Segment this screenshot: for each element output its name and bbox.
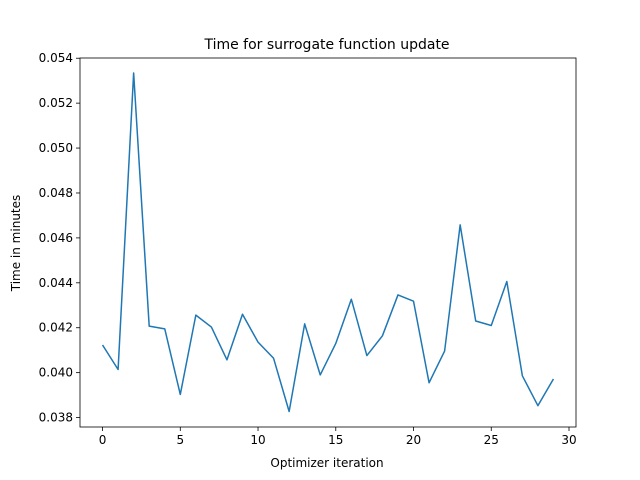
- x-tick-label: 20: [406, 433, 421, 447]
- x-tick-label: 0: [99, 433, 107, 447]
- y-tick-label: 0.044: [39, 276, 73, 290]
- y-tick-label: 0.050: [39, 141, 73, 155]
- y-tick-label: 0.038: [39, 411, 73, 425]
- y-tick-label: 0.046: [39, 231, 73, 245]
- y-tick-label: 0.048: [39, 186, 73, 200]
- y-tick-label: 0.042: [39, 321, 73, 335]
- y-axis-title: Time in minutes: [9, 195, 23, 293]
- x-tick-label: 5: [176, 433, 184, 447]
- y-tick-label: 0.052: [39, 96, 73, 110]
- chart-title: Time for surrogate function update: [203, 37, 449, 53]
- x-tick-label: 15: [328, 433, 343, 447]
- x-tick-label: 25: [484, 433, 499, 447]
- plot-area: 0 5 10 15 20 25 30 0.038 0.040 0.042 0.044 0.046 0.0…: [39, 51, 577, 447]
- y-tick-label: 0.040: [39, 366, 73, 380]
- x-tick-label: 30: [561, 433, 576, 447]
- y-tick-label: 0.054: [39, 51, 73, 65]
- series-line: [101, 72, 555, 413]
- axes-frame: [79, 57, 577, 428]
- x-tick-label: 10: [250, 433, 265, 447]
- x-axis-title: Optimizer iteration: [270, 456, 383, 470]
